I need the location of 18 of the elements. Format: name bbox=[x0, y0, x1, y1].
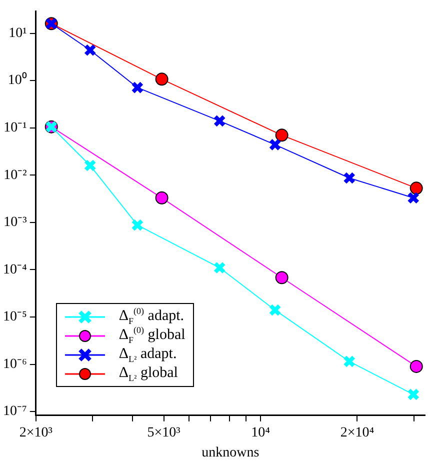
y-tick-label: 10⁻² bbox=[4, 168, 27, 183]
x-axis-title: unknowns bbox=[202, 445, 260, 460]
legend-label: Δ$_{L²}$ global bbox=[118, 364, 178, 384]
y-tick-label: 10¹ bbox=[8, 26, 27, 41]
legend-label: Δ$_{L²}$ adapt. bbox=[118, 345, 177, 364]
y-tick-label: 10⁻⁷ bbox=[2, 404, 27, 420]
x-tick-label: 2×10⁴ bbox=[340, 425, 374, 440]
y-tick-label: 10⁻³ bbox=[4, 215, 27, 230]
legend-label: Δ$_{F}$$^{(0)}$ adapt. bbox=[118, 306, 184, 326]
legend-label: Δ$_{F}$$^{(0)}$ global bbox=[118, 325, 186, 346]
y-tick-label: 10⁻⁴ bbox=[2, 262, 27, 278]
x-tick-label: 10⁴ bbox=[251, 425, 270, 440]
y-tick-label: 10⁻¹ bbox=[4, 120, 27, 136]
y-tick-label: 10⁻⁶ bbox=[2, 356, 27, 372]
x-tick-label: 2×10³ bbox=[19, 425, 52, 440]
y-tick-label: 10⁻⁵ bbox=[2, 310, 27, 325]
y-tick-label: 10⁰ bbox=[8, 72, 27, 88]
x-tick-label: 5×10³ bbox=[147, 425, 180, 440]
